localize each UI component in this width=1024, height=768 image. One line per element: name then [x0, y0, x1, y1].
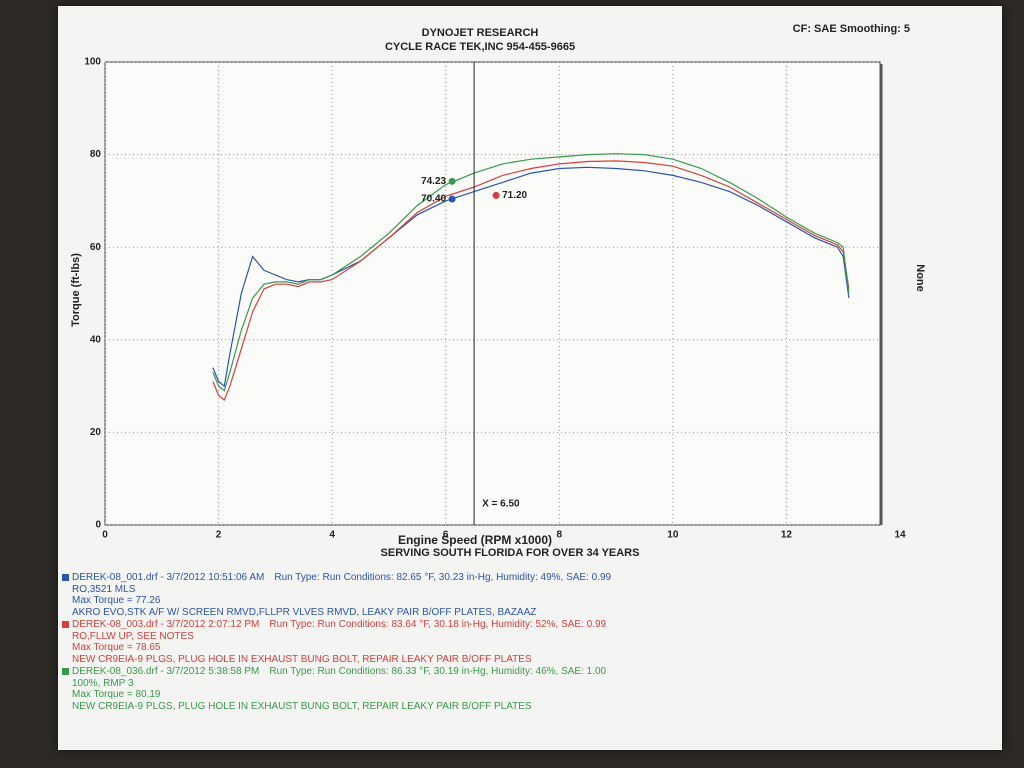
y-tick-label: 0: [95, 520, 101, 531]
legend-entry: DEREK-08_003.drf - 3/7/2012 2:07:12 PM Ru…: [62, 619, 962, 665]
legend-details: Run Type: Run Conditions: 82.65 °F, 30.2…: [274, 572, 612, 583]
legend-entry: DEREK-08_036.drf - 3/7/2012 5:38:58 PM Ru…: [62, 666, 962, 712]
legend-note: 100%, RMP 3: [72, 677, 134, 689]
legend-note: Max Torque = 77.26: [72, 595, 161, 606]
legend-note: Max Torque = 78.65: [72, 642, 161, 653]
plot-area: [104, 61, 881, 526]
x-tick-label: 6: [443, 530, 449, 541]
legend-note: Max Torque = 80.19: [72, 689, 161, 700]
x-tick-label: 12: [781, 530, 793, 541]
legend-header: DEREK-08_001.drf - 3/7/2012 10:51:06 AM R…: [72, 572, 962, 584]
torque-line: [212, 166, 850, 388]
legend-note: NEW CR9EIA-9 PLGS, PLUG HOLE IN EXHAUST …: [72, 653, 532, 665]
y2-axis-label: None: [914, 264, 926, 292]
x-tick-label: 4: [329, 530, 335, 541]
torque-line: [212, 160, 850, 401]
legend-swatch: [62, 574, 69, 581]
legend-swatch: [62, 621, 69, 628]
legend-swatch: [62, 668, 69, 675]
y-tick-label: 40: [90, 334, 102, 345]
legend-note: RO,FLLW UP, SEE NOTES: [72, 630, 194, 642]
cursor-value: 70.40: [421, 194, 446, 205]
cursor-dot: [448, 177, 456, 185]
legend-header: DEREK-08_036.drf - 3/7/2012 5:38:58 PM Ru…: [72, 666, 962, 678]
x-tick-label: 8: [557, 530, 563, 541]
x-tick-label: 10: [667, 530, 679, 541]
header-note: CF: SAE Smoothing: 5: [793, 23, 910, 35]
x-tick-label: 0: [102, 530, 108, 541]
cursor-value: 74.23: [421, 176, 446, 187]
legend: DEREK-08_001.drf - 3/7/2012 10:51:06 AM R…: [62, 572, 962, 713]
cursor-label: X = 6.50: [482, 499, 520, 510]
legend-name: DEREK-08_001.drf - 3/7/2012 10:51:06 AM: [72, 572, 265, 583]
y-tick-label: 60: [90, 242, 102, 253]
cursor-value: 71.20: [502, 190, 527, 201]
cursor-dot: [448, 195, 456, 203]
torque-line: [212, 153, 850, 392]
y-tick-label: 80: [90, 149, 102, 160]
footer: SERVING SOUTH FLORIDA FOR OVER 34 YEARS: [381, 547, 640, 559]
legend-name: DEREK-08_036.drf - 3/7/2012 5:38:58 PM: [72, 666, 260, 677]
legend-entry: DEREK-08_001.drf - 3/7/2012 10:51:06 AM R…: [62, 572, 962, 618]
chart-subtitle: CYCLE RACE TEK,INC 954-455-9665: [385, 41, 575, 53]
cursor-dot: [492, 191, 500, 199]
x-axis-label: Engine Speed (RPM x1000): [398, 533, 552, 547]
y-tick-label: 100: [84, 57, 101, 68]
legend-details: Run Type: Run Conditions: 83.64 °F, 30.1…: [269, 619, 607, 630]
y-axis-label: Torque (ft-lbs): [70, 253, 82, 327]
legend-note: NEW CR9EIA-9 PLGS, PLUG HOLE IN EXHAUST …: [72, 700, 532, 712]
y-tick-label: 20: [90, 427, 102, 438]
legend-name: DEREK-08_003.drf - 3/7/2012 2:07:12 PM: [72, 619, 260, 630]
legend-details: Run Type: Run Conditions: 86.33 °F, 30.1…: [269, 666, 607, 677]
x-tick-label: 14: [894, 530, 906, 541]
legend-note: RO,3521 MLS: [72, 583, 136, 595]
x-tick-label: 2: [216, 530, 222, 541]
legend-header: DEREK-08_003.drf - 3/7/2012 2:07:12 PM Ru…: [72, 619, 962, 631]
legend-note: AKRO EVO,STK A/F W/ SCREEN RMVD,FLLPR VL…: [72, 606, 537, 618]
chart-title: DYNOJET RESEARCH: [422, 27, 539, 39]
